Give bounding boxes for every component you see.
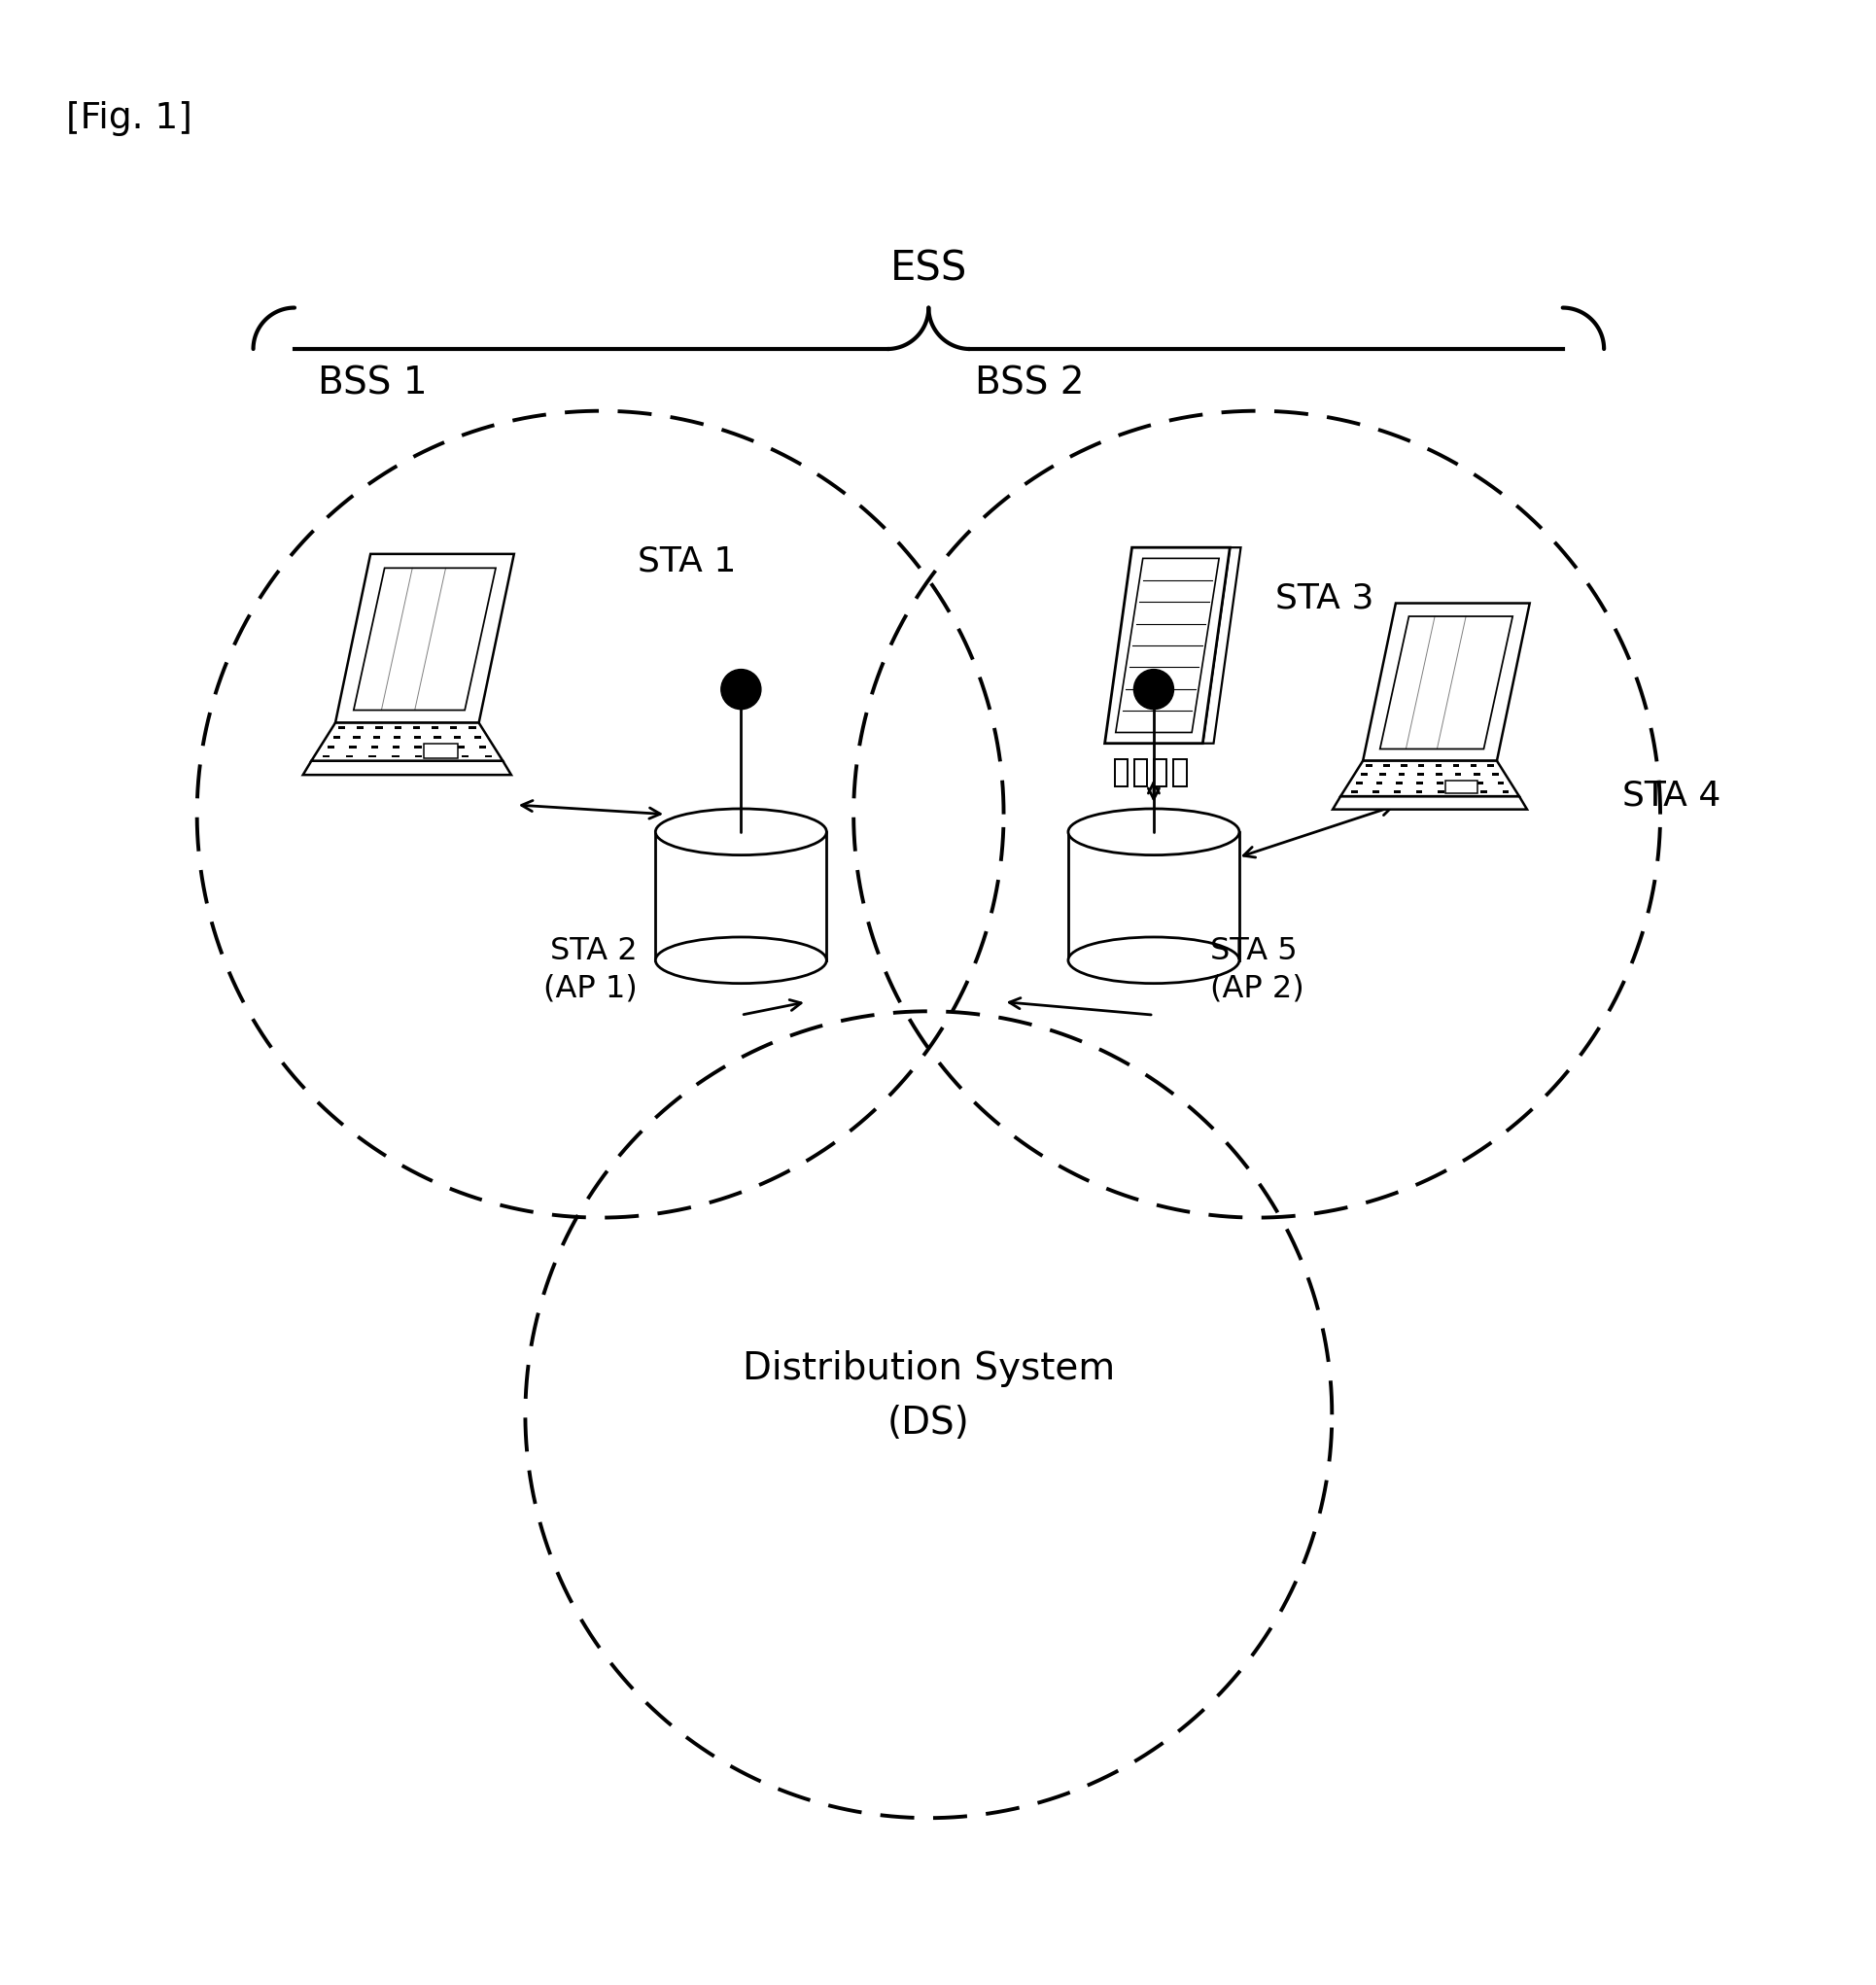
Polygon shape <box>1341 760 1520 796</box>
Bar <box>1114 760 1127 786</box>
Bar <box>1503 790 1508 794</box>
Bar <box>415 736 420 738</box>
Text: STA 1: STA 1 <box>638 544 737 578</box>
Text: Distribution System
(DS): Distribution System (DS) <box>743 1350 1114 1441</box>
Bar <box>1375 782 1383 784</box>
Bar <box>370 754 375 758</box>
Bar <box>480 746 486 748</box>
Bar <box>1446 780 1476 794</box>
Bar <box>338 727 345 728</box>
Bar <box>1172 760 1186 786</box>
Ellipse shape <box>655 937 827 983</box>
Bar <box>323 754 330 758</box>
Bar <box>435 746 443 748</box>
Bar <box>394 736 400 738</box>
Bar <box>1458 782 1463 784</box>
Polygon shape <box>1362 603 1529 760</box>
Bar <box>1416 772 1424 776</box>
Ellipse shape <box>655 808 827 856</box>
Bar <box>1401 764 1407 766</box>
Bar <box>484 754 492 758</box>
Circle shape <box>720 669 762 709</box>
Bar <box>1480 790 1488 794</box>
Bar <box>1356 782 1362 784</box>
Polygon shape <box>336 554 514 723</box>
Bar <box>1488 764 1493 766</box>
Polygon shape <box>1203 548 1240 742</box>
Text: STA 5
(AP 2): STA 5 (AP 2) <box>1210 937 1304 1004</box>
Bar <box>424 744 458 758</box>
Polygon shape <box>1067 832 1240 961</box>
Polygon shape <box>311 723 503 760</box>
Bar <box>1396 782 1403 784</box>
Bar <box>392 754 400 758</box>
Text: BSS 1: BSS 1 <box>319 365 428 401</box>
Bar <box>1437 790 1445 794</box>
Bar <box>439 754 445 758</box>
Bar <box>1379 772 1386 776</box>
Bar <box>1383 764 1390 766</box>
Bar <box>394 727 401 728</box>
Polygon shape <box>1105 548 1231 742</box>
Bar <box>415 754 422 758</box>
Bar <box>415 746 422 748</box>
Bar <box>1456 772 1461 776</box>
Bar <box>371 746 379 748</box>
Bar <box>1416 790 1422 794</box>
Polygon shape <box>655 832 827 961</box>
Bar <box>1497 782 1505 784</box>
Bar <box>413 727 420 728</box>
Bar <box>461 754 469 758</box>
Bar <box>1135 760 1148 786</box>
Bar <box>375 727 383 728</box>
Polygon shape <box>1381 615 1512 748</box>
Polygon shape <box>353 568 495 711</box>
Bar <box>1360 772 1368 776</box>
Bar <box>450 727 458 728</box>
Bar <box>1435 772 1443 776</box>
Polygon shape <box>1116 558 1219 732</box>
Bar <box>1460 790 1465 794</box>
Bar <box>1471 764 1476 766</box>
Polygon shape <box>1332 796 1527 810</box>
Bar <box>373 736 381 738</box>
Bar <box>1154 760 1167 786</box>
Ellipse shape <box>1067 808 1240 856</box>
Bar <box>345 754 353 758</box>
Bar <box>1452 764 1460 766</box>
Bar <box>1351 790 1358 794</box>
Bar <box>431 727 439 728</box>
Text: BSS 2: BSS 2 <box>976 365 1084 401</box>
Bar <box>356 727 364 728</box>
Circle shape <box>1133 669 1174 709</box>
Text: STA 2
(AP 1): STA 2 (AP 1) <box>544 937 638 1004</box>
Ellipse shape <box>1067 937 1240 983</box>
Text: [Fig. 1]: [Fig. 1] <box>66 101 191 137</box>
Bar <box>458 746 465 748</box>
Bar <box>1476 782 1484 784</box>
Bar <box>1437 782 1443 784</box>
Bar <box>475 736 482 738</box>
Bar <box>1416 782 1424 784</box>
Bar <box>328 746 334 748</box>
Text: STA 3: STA 3 <box>1276 582 1375 615</box>
Bar <box>332 736 340 738</box>
Bar <box>353 736 360 738</box>
Bar <box>1394 790 1401 794</box>
Bar <box>469 727 477 728</box>
Bar <box>1398 772 1405 776</box>
Bar <box>1435 764 1443 766</box>
Bar <box>1475 772 1480 776</box>
Bar <box>1418 764 1424 766</box>
Bar <box>392 746 400 748</box>
Bar <box>1366 764 1371 766</box>
Bar <box>454 736 461 738</box>
Text: ESS: ESS <box>889 248 968 290</box>
Bar <box>349 746 356 748</box>
Polygon shape <box>302 760 510 774</box>
Text: STA 4: STA 4 <box>1623 778 1722 812</box>
Bar <box>433 736 441 738</box>
Bar <box>1493 772 1499 776</box>
Bar <box>1373 790 1379 794</box>
